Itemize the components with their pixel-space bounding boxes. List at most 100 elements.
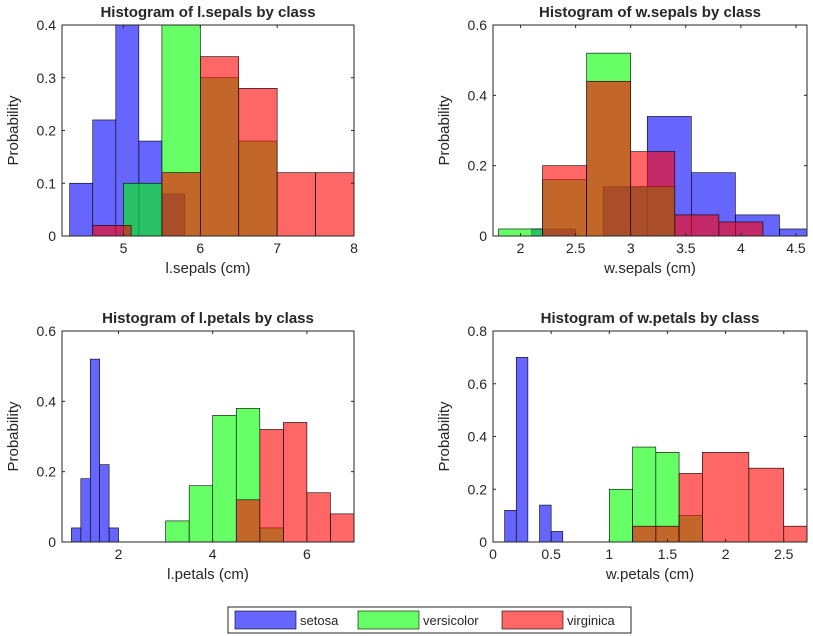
histogram-bar-virginica: [630, 151, 676, 236]
y-tick-label: 0: [479, 228, 487, 244]
histogram-bar-virginica: [678, 473, 703, 542]
y-axis-label: Probability: [5, 401, 22, 472]
subplot-w-petals: 0 0.5 1 1.5 2 2.5 0 0.2 0.4 0.6 0.8 Histogram of w.…: [436, 310, 808, 583]
axes-frame: [492, 24, 808, 237]
histogram-bar-setosa: [89, 358, 100, 542]
legend-label: versicolor: [423, 613, 479, 628]
x-tick-label: 6: [196, 240, 204, 256]
legend: setosa versicolor virginica: [227, 606, 632, 634]
y-tick-label: 0.6: [37, 323, 57, 339]
x-tick-label: 5: [120, 240, 128, 256]
legend-item-setosa: setosa: [234, 610, 339, 630]
series-virginica: [542, 80, 764, 236]
histogram-bar-virginica: [306, 492, 331, 542]
histogram-bar-setosa: [80, 478, 91, 542]
x-tick-label: 1: [605, 546, 613, 562]
histogram-bar-setosa: [539, 504, 552, 542]
x-tick-label: 8: [350, 240, 358, 256]
x-tick-label: 2: [722, 546, 730, 562]
histogram-bar-virginica: [259, 429, 284, 542]
y-tick-label: 0.2: [37, 464, 57, 480]
x-tick-label: 4: [737, 240, 745, 256]
histogram-bar-setosa: [504, 510, 517, 542]
legend-swatch-virginica: [501, 610, 564, 630]
series-virginica: [632, 452, 807, 542]
series-setosa: [71, 358, 119, 542]
y-tick-label: 0: [48, 228, 56, 244]
histogram-bar-virginica: [542, 165, 587, 236]
x-tick-label: 0: [489, 546, 497, 562]
histogram-bar-setosa: [71, 527, 82, 542]
histogram-bar-versicolor: [608, 488, 633, 542]
x-tick-label: 6: [303, 546, 311, 562]
x-axis-label: w.sepals (cm): [603, 260, 696, 277]
histogram-bar-virginica: [276, 172, 316, 236]
subplot-w-sepals: 2 2.5 3 3.5 4 4.5 0 0.2 0.4 0.6 Histogram of w.sep…: [436, 4, 808, 277]
legend-label: virginica: [567, 613, 615, 628]
histogram-bar-virginica: [315, 172, 354, 236]
y-tick-label: 0.2: [37, 123, 57, 139]
y-axis-label: Probability: [5, 95, 22, 166]
x-tick-label: 2: [115, 546, 123, 562]
y-tick-label: 0.1: [37, 175, 57, 191]
histogram-bar-virginica: [235, 499, 261, 542]
histogram-bar-virginica: [200, 56, 240, 236]
subplot-l-petals: 2 4 6 0 0.2 0.4 0.6 Histogram of l.petals by cl…: [5, 310, 355, 583]
histogram-bar-virginica: [702, 452, 750, 542]
bars-w-petals: [504, 357, 807, 542]
y-tick-label: 0.8: [468, 323, 488, 339]
x-axis-label: l.petals (cm): [167, 566, 249, 583]
histogram-bar-setosa: [69, 182, 94, 236]
x-tick-label: 2.5: [566, 240, 586, 256]
histogram-bar-setosa: [92, 119, 117, 236]
x-tick-label: 4: [209, 546, 217, 562]
legend-swatch-setosa: [234, 610, 297, 630]
y-tick-label: 0: [48, 534, 56, 550]
histogram-bar-virginica: [674, 214, 720, 236]
y-tick-label: 0.3: [37, 70, 57, 86]
bars-l-sepals: [69, 25, 354, 236]
legend-swatch-versicolor: [357, 610, 420, 630]
subplot-title: Histogram of l.petals by class: [102, 310, 314, 327]
y-axis-label: Probability: [436, 401, 453, 472]
y-tick-label: 0.2: [468, 158, 488, 174]
series-versicolor: [165, 408, 284, 542]
legend-item-virginica: virginica: [501, 610, 615, 630]
x-tick-label: 1.5: [658, 546, 678, 562]
histogram-bar-setosa: [515, 357, 529, 542]
histogram-bar-virginica: [586, 80, 632, 236]
subplot-title: Histogram of w.sepals by class: [539, 4, 761, 21]
axes-frame: [61, 330, 355, 543]
x-tick-label: 3.5: [676, 240, 696, 256]
y-tick-label: 0.6: [468, 376, 488, 392]
y-axis-label: Probability: [436, 95, 453, 166]
x-tick-label: 2.5: [774, 546, 794, 562]
y-tick-label: 0: [479, 534, 487, 550]
x-axis-label: w.petals (cm): [605, 566, 694, 583]
bars-l-petals: [71, 358, 354, 542]
subplot-title: Histogram of w.petals by class: [541, 310, 760, 327]
histogram-bar-virginica: [161, 172, 201, 236]
series-virginica: [92, 56, 354, 236]
x-axis-label: l.sepals (cm): [165, 260, 250, 277]
histogram-bar-versicolor: [188, 485, 214, 542]
legend-item-versicolor: versicolor: [357, 610, 479, 630]
histogram-bar-virginica: [783, 525, 807, 542]
legend-label: setosa: [300, 613, 339, 628]
x-tick-label: 2: [517, 240, 525, 256]
histogram-bar-setosa: [99, 464, 110, 542]
y-tick-label: 0.4: [37, 393, 57, 409]
y-tick-label: 0.2: [468, 481, 488, 497]
histogram-bar-virginica: [632, 525, 657, 542]
y-tick-label: 0.4: [37, 17, 57, 33]
y-tick-label: 0.4: [468, 429, 488, 445]
subplot-l-sepals: 5 6 7 8 0 0.1 0.2 0.3 0.4 Histogram of l.sepals b…: [5, 4, 358, 277]
x-tick-label: 7: [273, 240, 281, 256]
subplot-title: Histogram of l.sepals by class: [100, 4, 315, 21]
histogram-bar-setosa: [550, 531, 564, 542]
x-tick-label: 0.5: [541, 546, 561, 562]
histogram-bar-virginica: [718, 221, 764, 236]
histogram-bar-virginica: [92, 225, 132, 236]
series-setosa: [504, 357, 564, 542]
